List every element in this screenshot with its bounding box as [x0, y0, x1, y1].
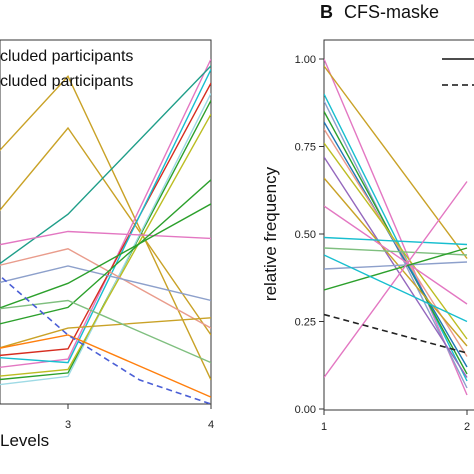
panel-b-y-tick-label: 0.75: [295, 142, 316, 154]
panel-a-x-tick-label: 3: [65, 419, 71, 431]
panel-b-series-line-11: [324, 205, 468, 305]
panel-a-series-line-6: [0, 100, 211, 381]
panel-b-x-tick-label: 2: [464, 421, 470, 433]
panel-a-x-tick-label: 4: [208, 419, 214, 431]
panel-b-series-line-14: [324, 261, 468, 270]
panel-a-series-line-7: [0, 93, 211, 386]
panel-a-series-line-13: [0, 203, 211, 309]
panel-a-series-line-2: [0, 126, 211, 336]
panel-b-series-line-9: [324, 156, 468, 378]
panel-b-legend: [442, 58, 474, 86]
panel-a-series-line-10: [0, 230, 211, 246]
panel-b-y-axis-title: relative frequency: [261, 166, 280, 301]
panel-b-label: B: [320, 2, 333, 22]
panel-a-series-line-1: [0, 75, 211, 381]
panel-b-y-tick-label: 0.25: [295, 317, 316, 329]
panel-a-series-line-16: [0, 299, 211, 364]
panel-b-lines: [324, 58, 468, 396]
panel-a-frame: [0, 39, 212, 405]
panel-a-legend-entry-2: cluded participants: [0, 73, 133, 90]
panel-b-y-tick-label: 0.00: [295, 404, 316, 416]
panel-b-series-line-3: [324, 93, 468, 382]
panel-a-series-line-8: [0, 113, 211, 377]
panel-a-series-line-9: [0, 65, 211, 265]
panel-b-y-tick-label: 1.00: [295, 54, 316, 66]
panel-b-series-line-10: [324, 177, 468, 347]
panel-a-series-line-17: [0, 334, 211, 398]
panel-a-series-line-11: [0, 248, 211, 329]
panel-b-series-line-12: [324, 236, 468, 246]
panel-a-x-axis-title: Levels: [0, 431, 49, 450]
panel-a-series-line-4: [0, 82, 211, 357]
panel-a-series-line-14: [0, 179, 211, 325]
panel-b-mean: [324, 313, 468, 354]
panel-b-series-line-15: [324, 247, 468, 291]
panel-b-x-tick-label: 1: [321, 421, 327, 433]
panel-a-lines: [0, 58, 211, 398]
panel-a-series-line-3: [0, 58, 211, 369]
panel-b-mean-line: [324, 313, 468, 354]
panel-a-series-line-5: [0, 69, 211, 364]
panel-b-y-tick-label: 0.50: [295, 229, 316, 241]
panel-b-frame: [323, 39, 474, 411]
panel-b-series-line-6: [324, 121, 468, 368]
panel-a-legend: cluded participants cluded participants: [0, 48, 133, 90]
panel-b-series-line-16: [324, 181, 468, 378]
panel-a-legend-entry-1: cluded participants: [0, 48, 133, 65]
panel-b-y-ticks: 0.00 0.25 0.50 0.75 1.00: [295, 54, 324, 416]
panel-b-series-line-2: [324, 65, 468, 259]
panel-a-series-line-15: [0, 317, 211, 349]
panel-a-series-line-12: [0, 265, 211, 302]
panel-b-title: CFS-maske: [344, 2, 439, 22]
panel-b-series-line-17: [324, 254, 468, 323]
panel-b-series-line-13: [324, 247, 468, 256]
